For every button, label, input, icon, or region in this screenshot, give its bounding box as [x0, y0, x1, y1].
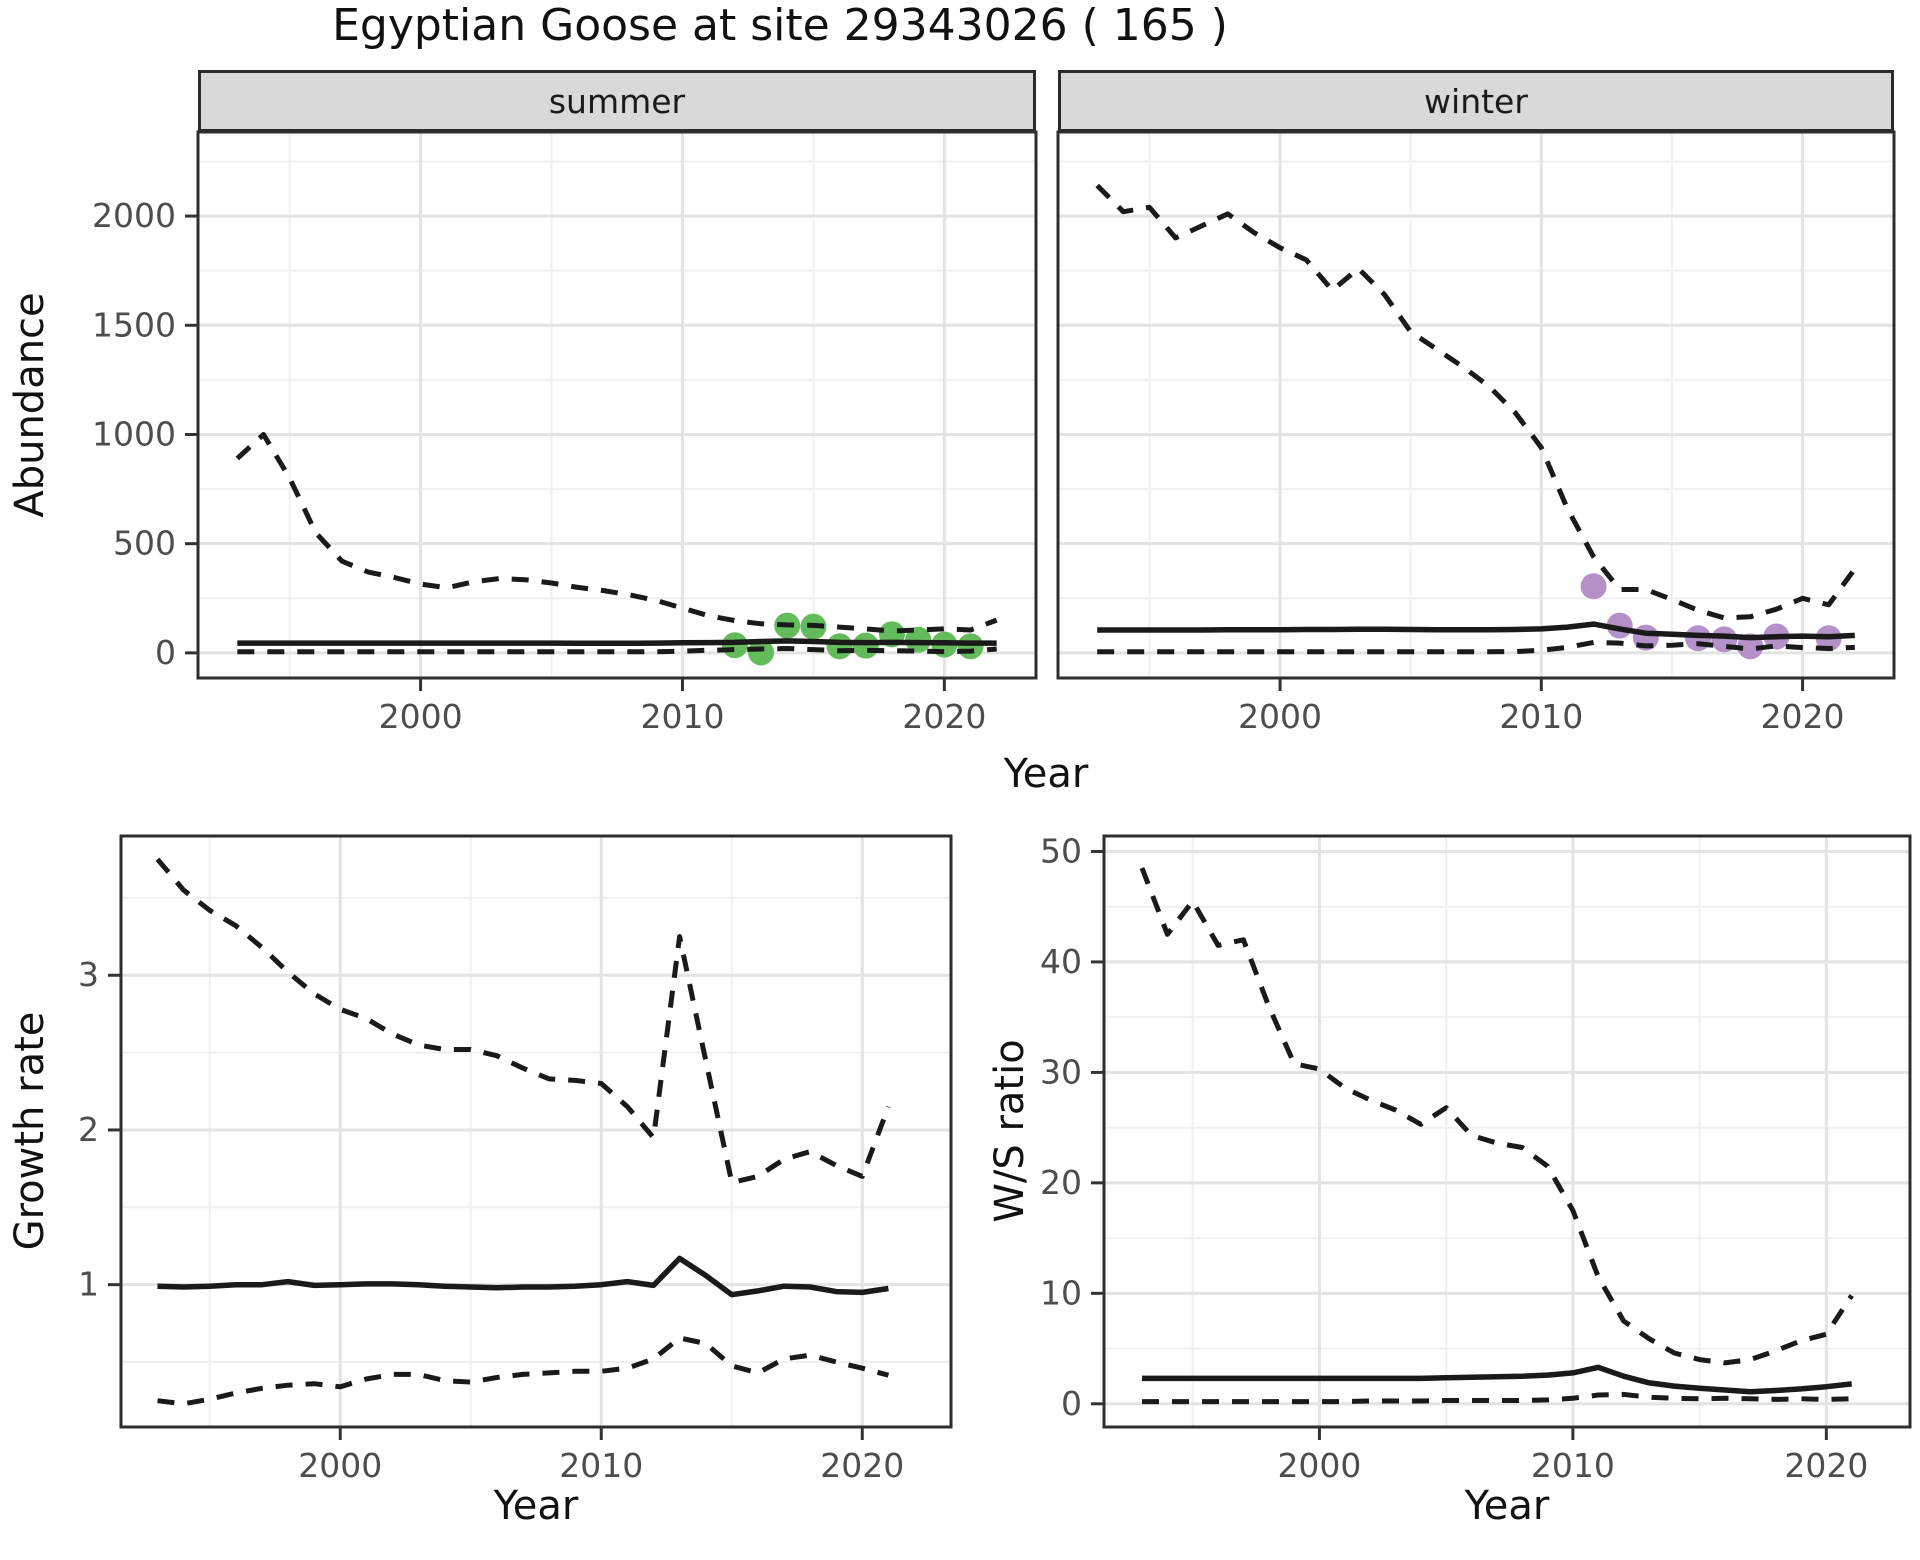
y-tick-label: 500 — [113, 524, 176, 563]
panel-ws-ratio: 2000 2010 2020 0 10 20 30 40 50 — [1040, 831, 1912, 1485]
chart-title: Egyptian Goose at site 29343026 ( 165 ) — [332, 0, 1228, 51]
data-point — [905, 626, 932, 653]
y-axis-title-abundance: Abundance — [7, 292, 53, 518]
x-tick-label: 2010 — [640, 697, 724, 736]
facet-strip-winter-label: winter — [1424, 81, 1528, 121]
lower-ci-line — [1097, 639, 1855, 655]
x-tick-label: 2000 — [1277, 1446, 1361, 1485]
panel-background — [1058, 132, 1894, 678]
y-tick-label: 30 — [1040, 1052, 1082, 1091]
y-tick-label: 40 — [1040, 942, 1082, 981]
x-tick-label: 2010 — [1531, 1446, 1615, 1485]
facet-strip-winter: winter — [1058, 70, 1894, 132]
data-point — [1580, 573, 1607, 600]
panel-background — [198, 132, 1036, 678]
y-tick-label: 2000 — [92, 196, 176, 235]
panel-border — [196, 130, 1038, 680]
panel-background — [121, 836, 951, 1427]
y-tick-label: 50 — [1040, 831, 1082, 870]
x-axis-title-year-bottom-right: Year — [1464, 1483, 1550, 1529]
y-tick-label: 10 — [1040, 1273, 1082, 1312]
x-tick-label: 2010 — [1499, 697, 1583, 736]
x-tick-label: 2020 — [1784, 1446, 1868, 1485]
data-point — [957, 633, 984, 660]
y-tick-label: 0 — [1061, 1384, 1082, 1423]
x-tick-label: 2000 — [379, 697, 463, 736]
x-tick-label: 2010 — [559, 1446, 643, 1485]
upper-ci-line — [235, 432, 998, 634]
upper-ci-line — [155, 857, 891, 1186]
y-tick-label: 1 — [78, 1265, 99, 1304]
panel-abundance-summer: 2000 2010 2020 0 500 1000 1500 2000 — [92, 130, 1038, 736]
panel-border — [1102, 834, 1912, 1429]
y-axis-title-growth-rate: Growth rate — [7, 1011, 53, 1251]
estimate-line — [157, 1255, 889, 1298]
y-tick-label: 20 — [1040, 1163, 1082, 1202]
y-tick-label: 0 — [155, 633, 176, 672]
y-tick-label: 2 — [78, 1110, 99, 1149]
data-point — [748, 639, 775, 666]
upper-ci-line — [1139, 867, 1854, 1366]
y-tick-label: 1500 — [92, 305, 176, 344]
panel-abundance-winter: 2000 2010 2020 — [1056, 130, 1896, 736]
x-axis-title-year-top: Year — [1003, 751, 1089, 797]
panel-border — [1056, 130, 1896, 680]
facet-strip-summer: summer — [198, 70, 1036, 132]
data-point — [826, 633, 853, 660]
x-tick-label: 2000 — [1238, 697, 1322, 736]
x-tick-label: 2000 — [298, 1446, 382, 1485]
panel-growth-rate: 2000 2010 2020 1 2 3 — [78, 834, 953, 1485]
x-tick-label: 2020 — [902, 697, 986, 736]
estimate-line — [1097, 621, 1855, 641]
lower-ci-line — [157, 1335, 890, 1407]
y-tick-label: 3 — [78, 955, 99, 994]
x-axis-title-year-bottom-left: Year — [493, 1483, 579, 1529]
x-tick-label: 2020 — [820, 1446, 904, 1485]
upper-ci-line — [1095, 183, 1857, 621]
lower-ci-line — [237, 646, 997, 655]
panel-border — [119, 834, 953, 1429]
panel-background — [1104, 836, 1910, 1427]
facet-strip-summer-label: summer — [548, 81, 686, 121]
data-point — [852, 632, 879, 659]
y-tick-label: 1000 — [92, 414, 176, 453]
data-point — [721, 632, 748, 659]
estimate-line — [237, 638, 997, 647]
y-axis-title-ws-ratio: W/S ratio — [987, 1039, 1033, 1223]
x-tick-label: 2020 — [1761, 697, 1845, 736]
estimate-line — [1142, 1364, 1853, 1395]
